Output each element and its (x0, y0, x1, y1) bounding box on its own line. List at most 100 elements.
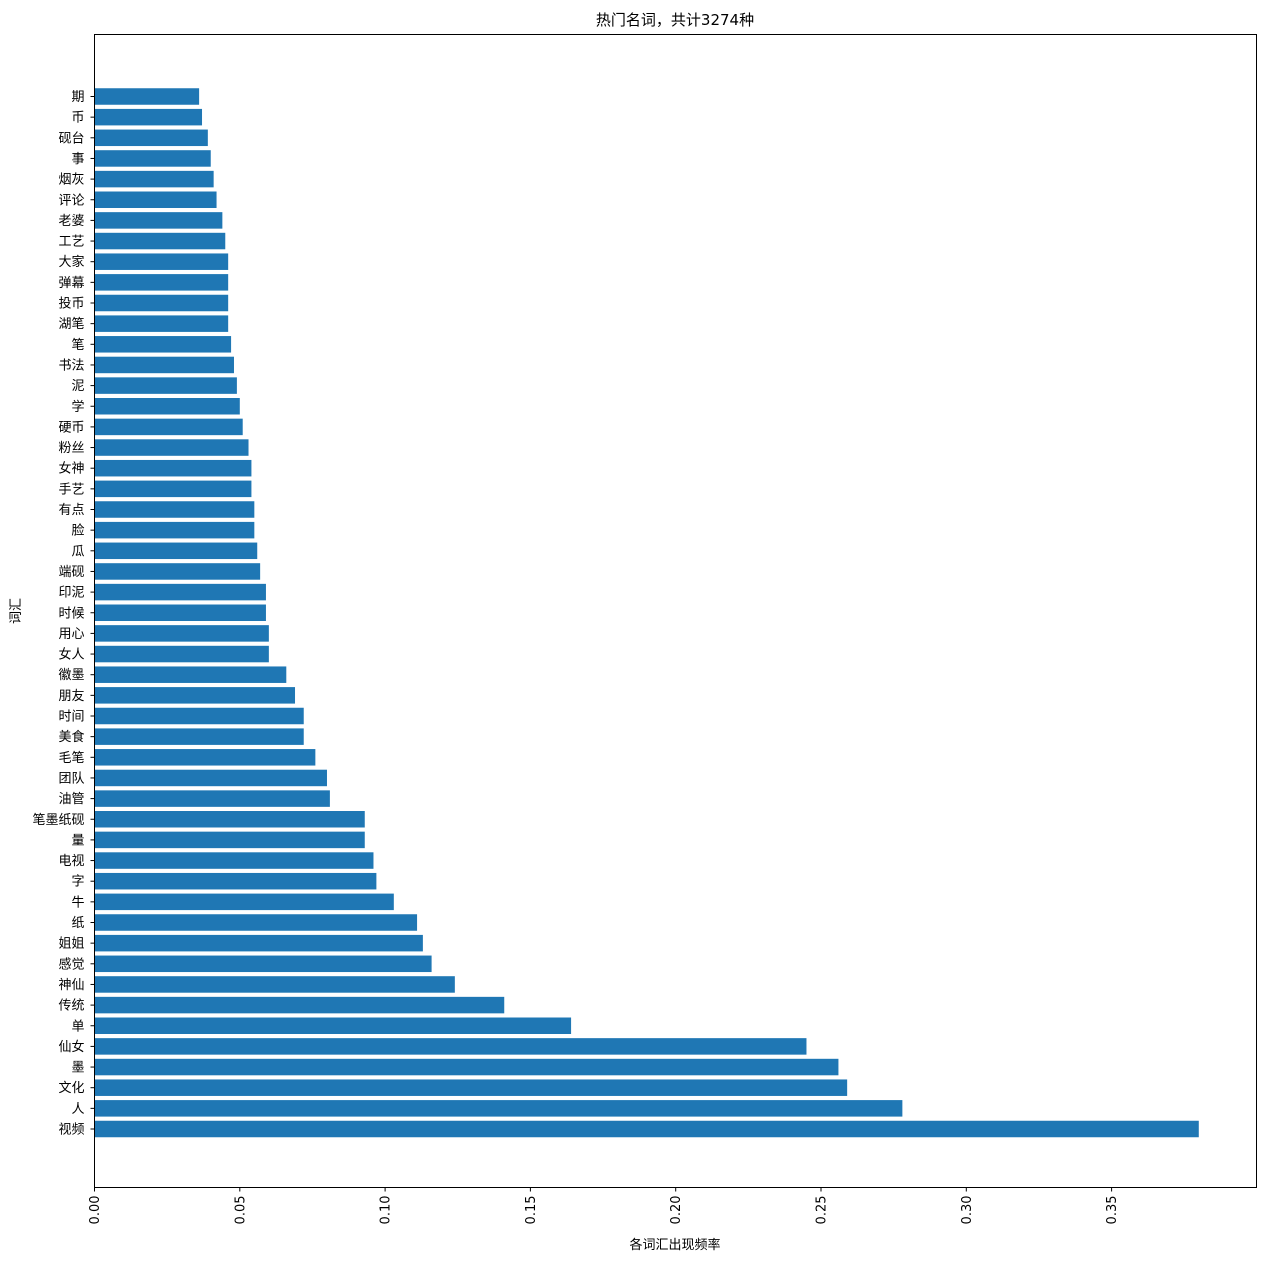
y-tick-label: 朋友 (58, 688, 84, 704)
y-tick-label: 事 (71, 152, 84, 167)
y-axis-label: 词汇 (9, 598, 24, 624)
y-tick-label: 期 (71, 90, 84, 105)
y-tick-label: 弹幕 (58, 276, 84, 291)
bar-泥 (94, 377, 237, 394)
y-tick-label: 墨 (71, 1061, 84, 1076)
y-tick-label: 神仙 (58, 978, 84, 993)
bar-湖笔 (94, 315, 229, 332)
y-tick-label: 书法 (58, 358, 84, 373)
y-tick-label: 硬币 (58, 420, 84, 435)
bar-墨 (94, 1058, 839, 1076)
bar-币 (94, 108, 203, 126)
bar-女人 (94, 645, 269, 663)
bar-老婆 (94, 212, 223, 229)
y-tick-label: 烟灰 (58, 173, 84, 188)
bar-视频 (94, 1120, 1199, 1138)
y-tick-label: 投币 (58, 296, 84, 312)
y-tick-label: 工艺 (58, 235, 84, 250)
bar-学 (94, 398, 240, 415)
bar-牛 (94, 893, 394, 911)
bar-字 (94, 872, 377, 890)
x-tick-label: 0.35 (1105, 1196, 1120, 1225)
bar-单 (94, 1017, 572, 1034)
bar-时间 (94, 707, 304, 725)
y-tick-label: 笔 (71, 337, 84, 353)
y-tick-label: 量 (71, 833, 84, 848)
y-tick-label: 端砚 (58, 565, 84, 580)
bar-朋友 (94, 687, 296, 704)
y-tick-label: 湖笔 (58, 316, 84, 332)
bar-女神 (94, 459, 252, 477)
bar-神仙 (94, 976, 455, 993)
bar-纸 (94, 914, 418, 931)
y-tick-label: 文化 (58, 1081, 84, 1096)
bar-大家 (94, 253, 229, 270)
y-tick-label: 大家 (58, 254, 84, 270)
y-tick-label: 电视 (58, 854, 84, 869)
y-tick-label: 人 (71, 1102, 84, 1117)
x-tick-label: 0.00 (88, 1196, 103, 1225)
y-tick-label: 币 (71, 111, 84, 126)
bar-美食 (94, 728, 304, 745)
bar-毛笔 (94, 749, 316, 766)
y-tick-label: 视频 (58, 1123, 84, 1138)
x-tick-label: 0.05 (233, 1196, 248, 1225)
bar-手艺 (94, 480, 252, 498)
bar-笔 (94, 336, 232, 353)
bar-姐姐 (94, 934, 423, 952)
y-tick-label: 感觉 (58, 956, 84, 972)
x-tick-group: 0.00 0.05 0.10 0.15 0.20 0.25 0.30 0.35 (88, 1187, 1120, 1225)
bar-笔墨纸砚 (94, 811, 365, 828)
y-tick-label: 毛笔 (58, 750, 84, 766)
bar-团队 (94, 769, 327, 787)
bar-用心 (94, 625, 269, 642)
x-tick-label: 0.10 (379, 1196, 394, 1225)
bar-量 (94, 831, 365, 849)
x-tick-label: 0.15 (524, 1196, 539, 1225)
bar-印泥 (94, 583, 266, 601)
y-tick-label: 姐姐 (58, 937, 84, 952)
y-tick-label: 牛 (71, 895, 84, 910)
y-tick-label: 学 (71, 399, 84, 415)
bar-感觉 (94, 955, 432, 973)
y-tick-label: 时候 (58, 606, 84, 621)
y-tick-label: 手艺 (58, 482, 84, 497)
y-tick-label: 砚台 (58, 131, 84, 146)
bars-group (94, 88, 1199, 1138)
y-tick-label: 团队 (58, 771, 84, 786)
y-tick-label: 笔墨纸砚 (32, 812, 84, 828)
bar-有点 (94, 501, 255, 518)
chart-title: 热门名词，共计3274种 (596, 11, 754, 29)
y-tick-label: 女神 (58, 461, 84, 477)
y-tick-label: 泥 (71, 379, 84, 394)
y-tick-label: 脸 (71, 524, 84, 539)
bar-传统 (94, 996, 505, 1014)
y-tick-label: 单 (71, 1019, 84, 1034)
bar-烟灰 (94, 170, 214, 188)
y-tick-label: 有点 (58, 503, 84, 518)
bar-粉丝 (94, 439, 249, 456)
x-axis-label: 各词汇出现频率 (629, 1237, 720, 1253)
bar-油管 (94, 790, 330, 807)
x-tick-label: 0.20 (669, 1196, 684, 1225)
y-tick-label: 时间 (58, 710, 84, 725)
bar-砚台 (94, 129, 208, 147)
y-tick-label: 评论 (58, 193, 84, 208)
bar-文化 (94, 1079, 848, 1096)
bar-期 (94, 88, 200, 105)
bar-瓜 (94, 542, 258, 560)
y-tick-label: 字 (71, 875, 84, 890)
bar-书法 (94, 356, 234, 374)
y-tick-label: 油管 (58, 792, 84, 807)
y-tick-label: 老婆 (58, 214, 84, 229)
y-tick-label: 印泥 (58, 586, 84, 601)
bar-时候 (94, 604, 266, 621)
x-tick-label: 0.30 (960, 1196, 975, 1225)
bar-评论 (94, 191, 217, 208)
bar-人 (94, 1100, 903, 1117)
y-tick-label: 女人 (58, 647, 84, 663)
y-tick-label: 传统 (58, 999, 84, 1014)
bar-脸 (94, 521, 255, 539)
bar-投币 (94, 294, 229, 312)
